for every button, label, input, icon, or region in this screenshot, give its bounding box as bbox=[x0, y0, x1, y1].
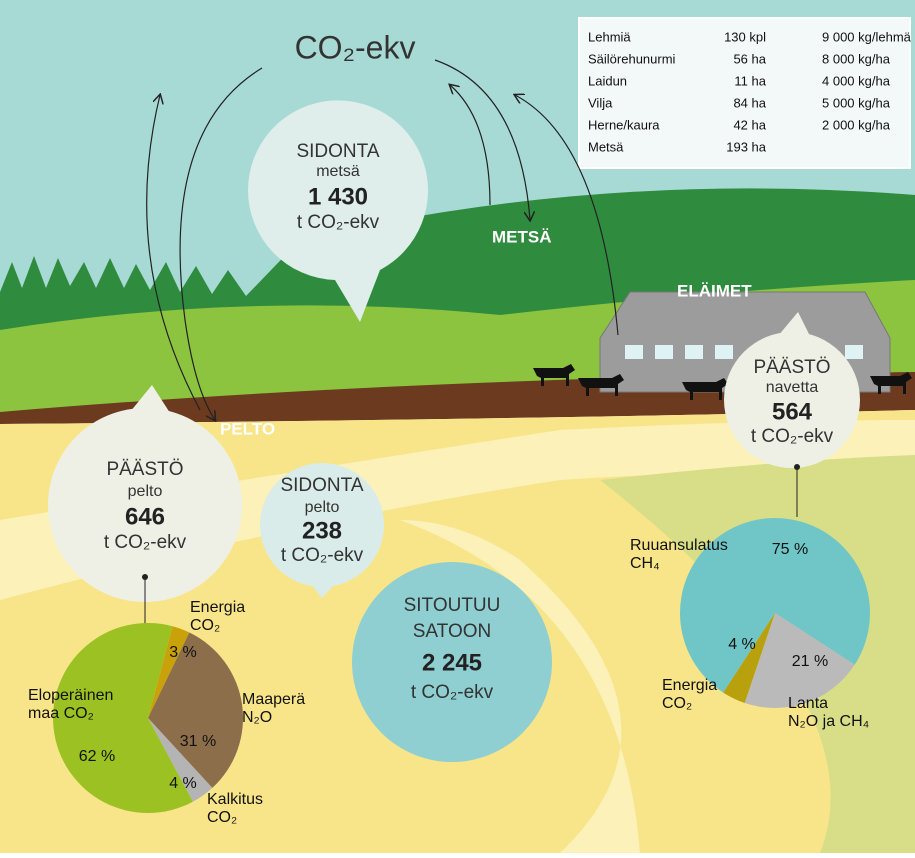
main-title: CO₂-ekv bbox=[295, 29, 416, 65]
slice-label: Energia bbox=[662, 677, 717, 694]
table-cell: 9 000 kg/lehmä bbox=[822, 29, 912, 44]
slice-label: Maaperä bbox=[242, 691, 305, 708]
bubble-value: 1 430 bbox=[308, 183, 368, 210]
slice-label: CO₂ bbox=[662, 695, 692, 712]
slice-value: 4 % bbox=[728, 636, 756, 653]
slice-value: 62 % bbox=[79, 748, 115, 765]
slice-value: 31 % bbox=[180, 733, 216, 750]
slice-label: N₂O ja CH₄ bbox=[788, 713, 869, 730]
bubble-unit: t CO₂-ekv bbox=[281, 545, 364, 566]
table-cell: Herne/kaura bbox=[588, 117, 660, 132]
bubble-value: 646 bbox=[125, 503, 165, 530]
table-cell: Laidun bbox=[588, 73, 627, 88]
bubble-place: pelto bbox=[305, 499, 340, 516]
bubble-value: 564 bbox=[772, 398, 813, 425]
bubble-place: SATOON bbox=[413, 621, 491, 642]
infographic: Lehmiä 130 kpl 9 000 kg/lehmä Säilörehunurm… bbox=[0, 0, 915, 853]
table-cell: 42 ha bbox=[733, 117, 766, 132]
slice-label: CH₄ bbox=[630, 555, 660, 572]
slice-label: Energia bbox=[190, 599, 245, 616]
bubble-place: navetta bbox=[766, 379, 819, 396]
table-cell: 11 ha bbox=[734, 73, 766, 88]
bubble-kind: PÄÄSTÖ bbox=[753, 357, 830, 378]
table-cell: 4 000 kg/ha bbox=[822, 73, 891, 88]
table-cell: Lehmiä bbox=[588, 29, 631, 44]
slice-value: 75 % bbox=[772, 541, 808, 558]
area-label: ELÄIMET bbox=[677, 281, 752, 300]
table-cell: Vilja bbox=[588, 95, 613, 110]
slice-label: Eloperäinen bbox=[28, 687, 113, 704]
bubble-unit: t CO₂-ekv bbox=[297, 212, 380, 233]
connector-dot bbox=[794, 464, 800, 470]
slice-value: 4 % bbox=[169, 775, 197, 792]
slice-value: 3 % bbox=[169, 644, 197, 661]
slice-label: Lanta bbox=[788, 695, 828, 712]
area-label: METSÄ bbox=[492, 227, 552, 246]
slice-value: 21 % bbox=[792, 653, 828, 670]
bubble-place: metsä bbox=[316, 163, 360, 180]
bubble-value: 2 245 bbox=[422, 649, 482, 676]
table-cell: 84 ha bbox=[733, 95, 766, 110]
bubble-kind: SITOUTUU bbox=[404, 595, 501, 616]
bubble-unit: t CO₂-ekv bbox=[751, 426, 834, 447]
table-cell: 193 ha bbox=[726, 139, 767, 154]
table-cell: 8 000 kg/ha bbox=[822, 51, 891, 66]
bubble-kind: SIDONTA bbox=[296, 141, 379, 162]
slice-label: Ruuansulatus bbox=[630, 537, 728, 554]
bubble-place: pelto bbox=[128, 483, 163, 500]
connector-dot bbox=[142, 574, 148, 580]
bubble-kind: PÄÄSTÖ bbox=[106, 459, 183, 480]
table-cell: 130 kpl bbox=[724, 29, 766, 44]
table-cell: 2 000 kg/ha bbox=[822, 117, 891, 132]
table-cell: Säilörehunurmi bbox=[588, 51, 676, 66]
bubble-unit: t CO₂-ekv bbox=[104, 532, 187, 553]
table-cell: 5 000 kg/ha bbox=[822, 95, 891, 110]
slice-label: CO₂ bbox=[207, 809, 237, 826]
table-cell: 56 ha bbox=[733, 51, 766, 66]
slice-label: N₂O bbox=[242, 709, 272, 726]
slice-label: CO₂ bbox=[190, 617, 220, 634]
slice-label: maa CO₂ bbox=[28, 705, 94, 722]
area-label: PELTO bbox=[220, 419, 275, 438]
table-cell: Metsä bbox=[588, 139, 624, 154]
bubble-value: 238 bbox=[302, 517, 342, 544]
bubble-kind: SIDONTA bbox=[280, 475, 363, 496]
slice-label: Kalkitus bbox=[207, 791, 263, 808]
bubble-unit: t CO₂-ekv bbox=[411, 682, 494, 703]
